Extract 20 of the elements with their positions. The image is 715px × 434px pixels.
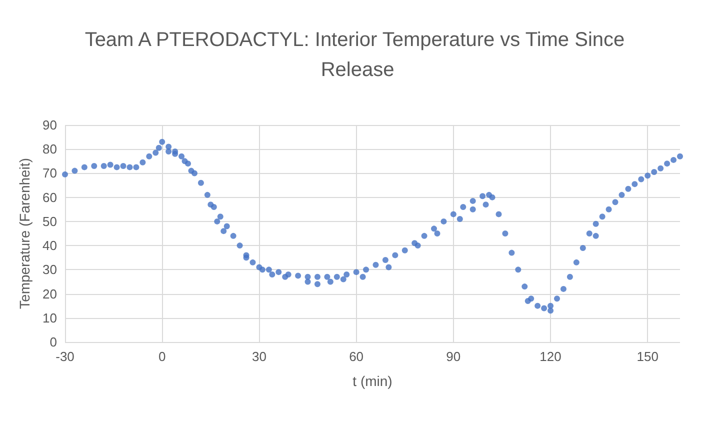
y-tick-label: 90 xyxy=(42,118,57,132)
x-tick-label: -30 xyxy=(56,349,74,364)
x-tick-label: 90 xyxy=(446,349,461,364)
y-tick-label: 50 xyxy=(42,214,57,229)
y-tick-label: 70 xyxy=(42,166,57,181)
x-axis-title: t (min) xyxy=(352,373,392,389)
y-tick-label: 60 xyxy=(42,190,57,205)
x-tick-label: 150 xyxy=(636,349,658,364)
y-axis-title: Temperature (Farenheit) xyxy=(16,158,33,309)
y-tick-label: 0 xyxy=(50,334,57,350)
y-tick-label: 30 xyxy=(42,262,57,278)
chart-title: Team A PTERODACTYL: Interior Temperature vs Time Since Release xyxy=(84,29,630,81)
x-tick-label: 30 xyxy=(252,349,266,364)
x-tick-label: 60 xyxy=(349,349,364,364)
x-tick-label: 120 xyxy=(540,349,562,364)
x-tick-label: 0 xyxy=(158,349,166,364)
y-tick-label: 20 xyxy=(42,286,57,302)
y-tick-label: 10 xyxy=(42,310,57,326)
y-tick-label: 80 xyxy=(42,142,57,157)
y-tick-label: 40 xyxy=(42,238,57,254)
